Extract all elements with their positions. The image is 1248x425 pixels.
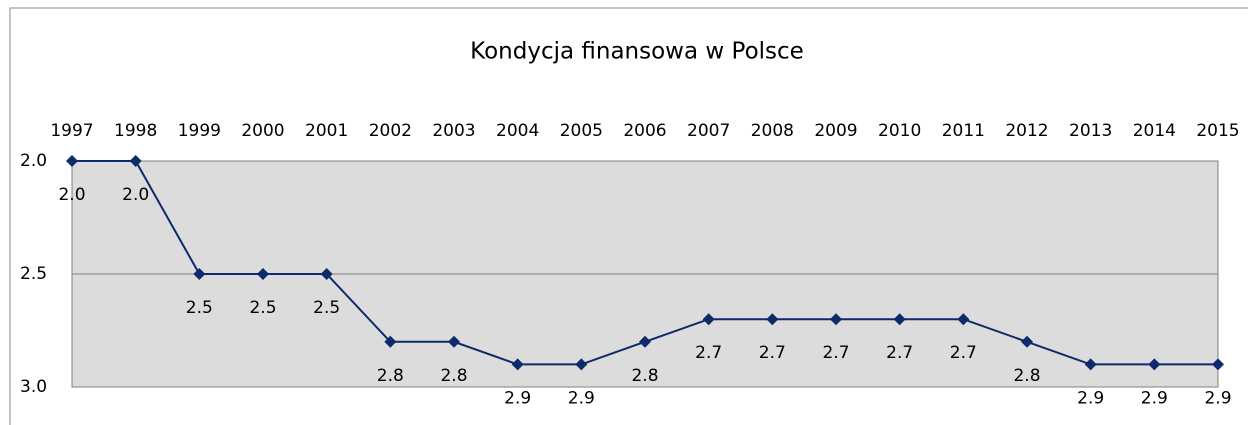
data-label: 2.8 xyxy=(440,366,467,386)
marker xyxy=(957,313,970,326)
marker xyxy=(1212,358,1224,371)
x-tick-label: 2009 xyxy=(814,121,857,141)
marker xyxy=(639,335,651,348)
data-label: 2.0 xyxy=(58,185,85,205)
x-tick-label: 2014 xyxy=(1133,121,1176,141)
marker xyxy=(893,313,906,326)
data-label: 2.9 xyxy=(568,388,595,408)
data-label: 2.5 xyxy=(249,298,276,318)
data-label: 2.7 xyxy=(695,343,722,363)
x-tick-label: 2013 xyxy=(1069,121,1112,141)
data-label: 2.9 xyxy=(1077,388,1104,408)
x-tick-label: 2004 xyxy=(496,121,539,141)
marker xyxy=(830,313,842,326)
marker xyxy=(511,358,524,371)
x-tick-label: 2008 xyxy=(751,121,794,141)
marker xyxy=(66,155,78,167)
y-tick-label: 2.5 xyxy=(20,264,47,284)
x-tick-label: 1998 xyxy=(114,121,157,141)
marker xyxy=(766,313,779,326)
chart-title: Kondycja finansowa w Polsce xyxy=(470,39,804,65)
x-tick-label: 2001 xyxy=(305,121,348,141)
data-label: 2.8 xyxy=(631,366,658,386)
data-label: 2.9 xyxy=(1141,388,1168,408)
data-label: 2.7 xyxy=(759,343,786,363)
y-tick-label: 3.0 xyxy=(20,377,47,397)
data-label: 2.7 xyxy=(886,343,913,363)
data-label: 2.0 xyxy=(122,185,149,205)
data-label: 2.5 xyxy=(313,298,340,318)
marker xyxy=(257,268,269,280)
data-label: 2.5 xyxy=(186,298,213,318)
data-label: 2.8 xyxy=(377,366,404,386)
marker xyxy=(1021,335,1033,348)
marker xyxy=(702,313,715,326)
marker xyxy=(448,335,460,348)
marker xyxy=(384,335,397,348)
x-tick-label: 1999 xyxy=(178,121,221,141)
marker xyxy=(575,358,588,371)
y-tick-label: 2.0 xyxy=(20,151,47,171)
x-tick-label: 2003 xyxy=(432,121,475,141)
data-label: 2.9 xyxy=(504,388,531,408)
data-label: 2.9 xyxy=(1204,388,1231,408)
x-tick-label: 1997 xyxy=(50,121,93,141)
x-tick-label: 2006 xyxy=(623,121,666,141)
x-tick-label: 2015 xyxy=(1196,121,1239,141)
marker xyxy=(129,155,142,167)
x-tick-label: 2000 xyxy=(241,121,284,141)
data-label: 2.8 xyxy=(1013,366,1040,386)
x-tick-label: 2011 xyxy=(942,121,985,141)
x-tick-label: 2007 xyxy=(687,121,730,141)
data-label: 2.7 xyxy=(822,343,849,363)
marker xyxy=(1084,358,1097,371)
data-label: 2.7 xyxy=(950,343,977,363)
marker xyxy=(193,268,206,280)
x-tick-label: 2005 xyxy=(560,121,603,141)
x-tick-label: 2012 xyxy=(1005,121,1048,141)
x-tick-label: 2002 xyxy=(369,121,412,141)
x-tick-label: 2010 xyxy=(878,121,921,141)
marker xyxy=(1148,358,1161,371)
marker xyxy=(320,268,333,280)
